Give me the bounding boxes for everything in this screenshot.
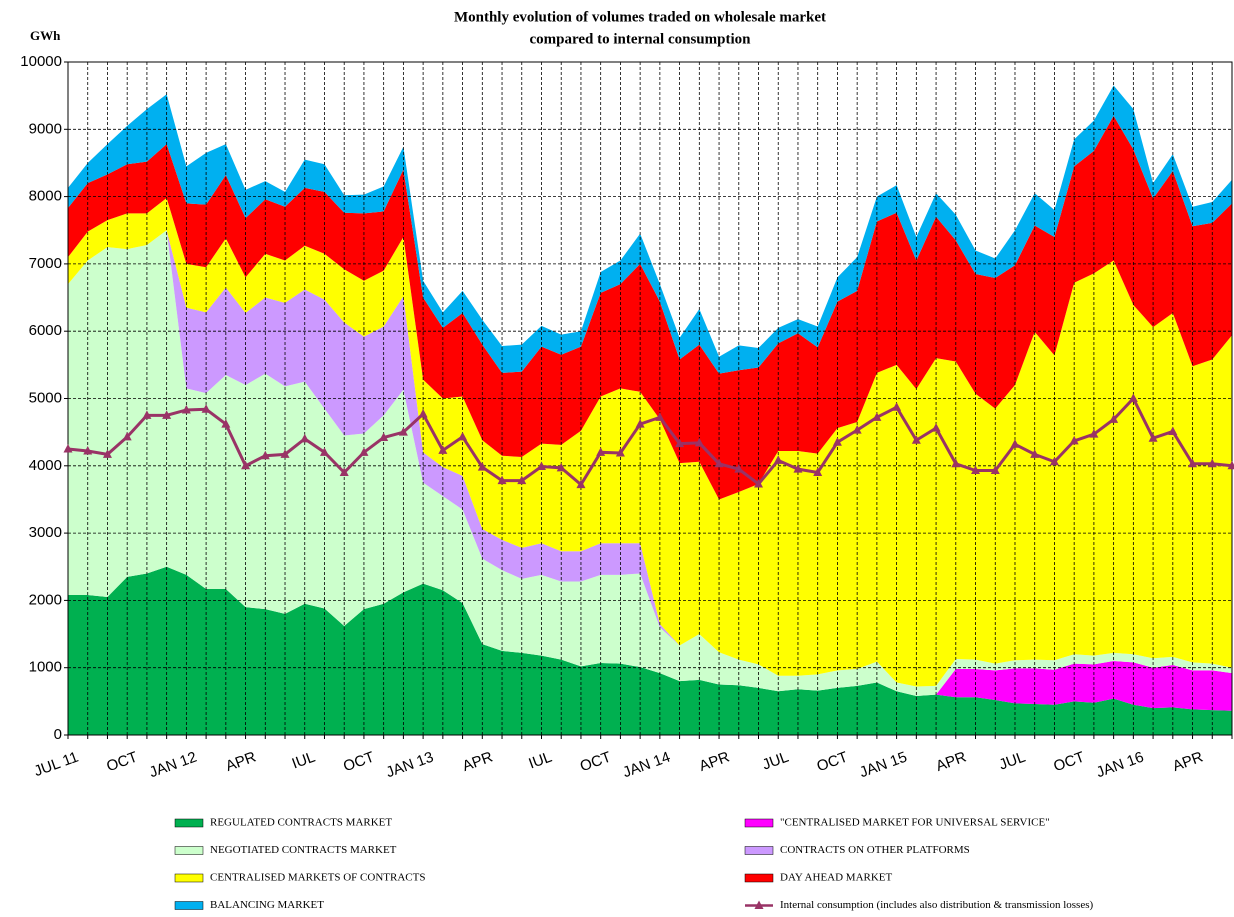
y-tick-label: 0 [54, 726, 62, 743]
x-tick-label: APR [697, 748, 732, 775]
x-tick-label: JAN 16 [1094, 749, 1146, 782]
legend-label: DAY AHEAD MARKET [780, 872, 893, 884]
chart-title: compared to internal consumption [530, 31, 752, 47]
x-tick-label: JUL [997, 749, 1028, 774]
x-tick-label: APR [1170, 748, 1205, 775]
legend-swatch [745, 819, 773, 827]
y-tick-label: 8000 [29, 188, 62, 205]
legend-label: CENTRALISED MARKETS OF CONTRACTS [210, 872, 425, 884]
legend-swatch [745, 874, 773, 882]
x-tick-label: IUL [290, 749, 318, 773]
x-tick-label: JAN 15 [857, 749, 909, 782]
x-tick-label: JUL [760, 749, 791, 774]
x-tick-label: JAN 13 [384, 749, 436, 782]
legend-swatch [745, 847, 773, 855]
plot-areas [68, 86, 1232, 735]
x-tick-label: APR [223, 748, 258, 775]
legend-label: BALANCING MARKET [210, 899, 324, 911]
legend-label: REGULATED CONTRACTS MARKET [210, 817, 392, 829]
y-axis-label: GWh [30, 28, 61, 43]
y-tick-label: 2000 [29, 591, 62, 608]
x-tick-label: OCT [104, 749, 140, 776]
y-tick-label: 3000 [29, 524, 62, 541]
y-tick-label: 10000 [20, 53, 62, 70]
y-tick-label: 1000 [29, 659, 62, 676]
y-tick-label: 7000 [29, 255, 62, 272]
x-tick-label: IUL [526, 749, 554, 773]
y-tick-label: 5000 [29, 389, 62, 406]
x-tick-label: APR [460, 748, 495, 775]
legend-swatch [175, 847, 203, 855]
y-tick-label: 9000 [29, 120, 62, 137]
legend-label: NEGOTIATED CONTRACTS MARKET [210, 844, 397, 856]
x-tick-label: OCT [1051, 749, 1087, 776]
legend-swatch [175, 902, 203, 910]
legend-label: "CENTRALISED MARKET FOR UNIVERSAL SERVIC… [780, 817, 1050, 829]
x-tick-label: OCT [578, 749, 614, 776]
legend-swatch [175, 819, 203, 827]
x-tick-label: JUL 11 [32, 749, 81, 781]
y-tick-label: 6000 [29, 322, 62, 339]
y-tick-label: 4000 [29, 457, 62, 474]
legend-swatch [175, 874, 203, 882]
legend-label: Internal consumption (includes also dist… [780, 899, 1093, 911]
chart-title: Monthly evolution of volumes traded on w… [454, 9, 826, 25]
x-tick-label: JAN 12 [147, 749, 199, 782]
x-tick-label: OCT [815, 749, 851, 776]
x-tick-label: APR [934, 748, 969, 775]
legend-label: CONTRACTS ON OTHER PLATFORMS [780, 844, 970, 856]
x-tick-label: OCT [341, 749, 377, 776]
x-tick-label: JAN 14 [621, 749, 673, 782]
